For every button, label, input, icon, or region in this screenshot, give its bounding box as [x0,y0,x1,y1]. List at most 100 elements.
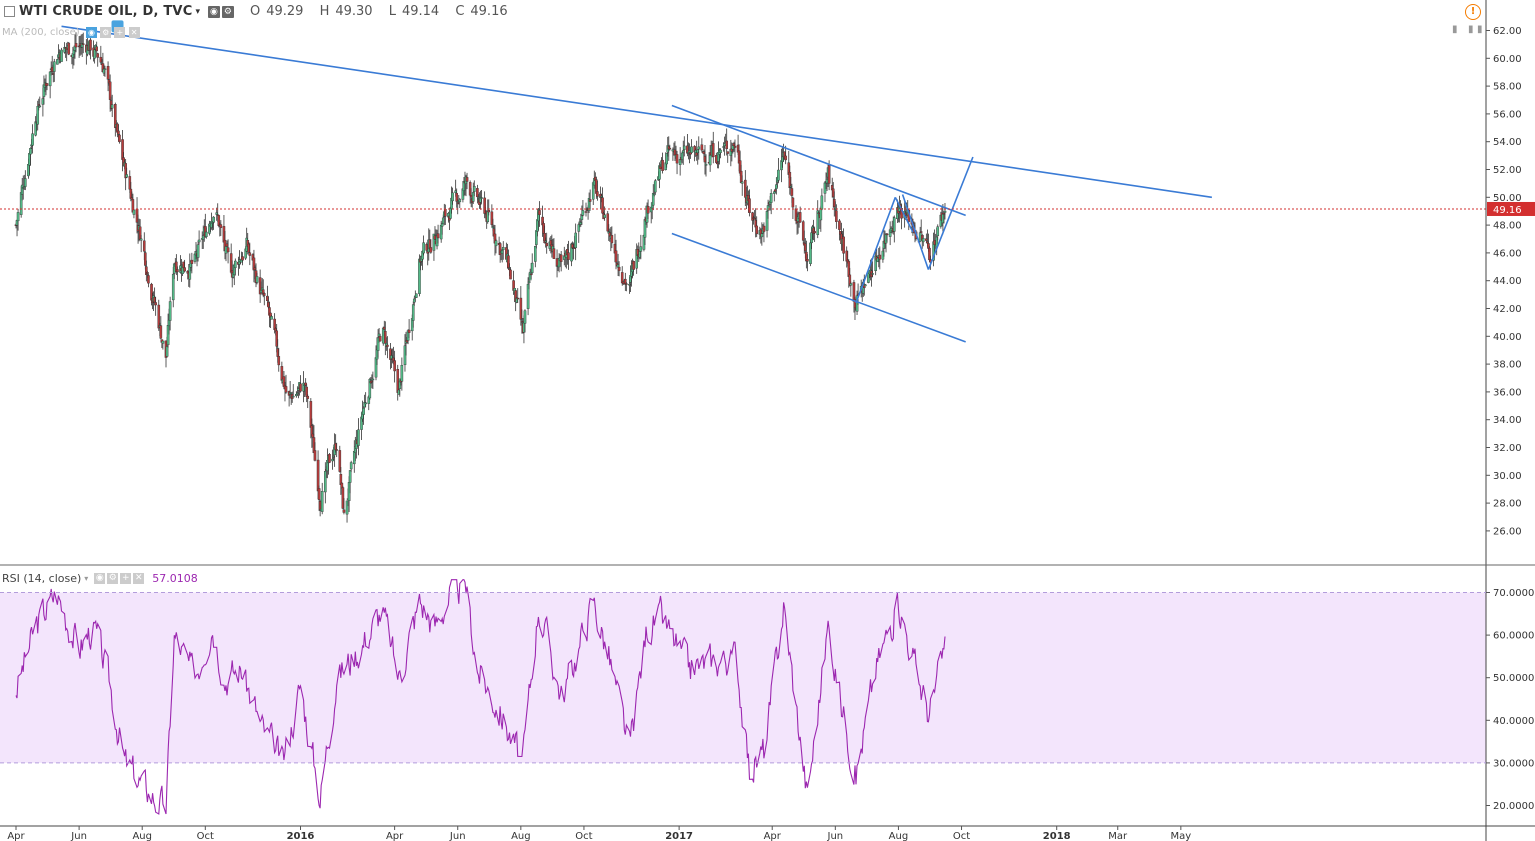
pane-move-up-icon[interactable]: ▮ [1468,24,1474,35]
last-price-label: 49.16 [1493,205,1522,216]
settings-icon[interactable]: ⚙ [221,5,234,18]
candle-down [567,252,570,260]
candle-up [654,180,657,193]
candle-down [335,449,338,451]
time-tick-label: Aug [132,831,152,841]
candle-down [145,266,148,275]
candle-up [943,210,947,213]
ma-close-icon[interactable]: ✕ [128,27,140,38]
rsi-tick-label: 60.0000 [1493,631,1534,642]
candle-down [661,159,664,171]
price-tick-label: 36.00 [1493,387,1522,398]
candle-down [835,210,838,222]
candle-down [386,344,389,347]
candle-down [74,43,78,48]
candle-up [171,273,175,301]
trendline-2[interactable] [671,104,966,217]
pane-move-down-icon[interactable]: ▮ [1477,24,1483,35]
time-tick-label: 2018 [1043,831,1071,841]
price-tick-label: 40.00 [1493,332,1522,343]
price-tick-label: 54.00 [1493,137,1522,148]
candle-up [658,165,661,180]
rsi-tick-label: 20.0000 [1493,801,1534,812]
eye-icon[interactable]: ◉ [207,5,220,18]
candle-down [842,236,845,254]
candle-down [885,233,889,236]
trendline-1[interactable] [61,25,1212,199]
candle-up [205,231,208,237]
rsi-eye-icon[interactable]: ◉ [94,573,106,584]
candle-up [168,301,172,321]
rsi-axis[interactable]: 70.0000 60.0000 50.0000 40.0000 30.0000 20.00… [1486,588,1534,812]
pane-maximize-icon[interactable]: ▮ [1452,24,1458,35]
price-tick-label: 62.00 [1493,26,1522,37]
candle-up [255,276,259,283]
low-value: 49.14 [401,4,440,19]
candle-down [798,212,802,223]
candle-down [108,81,112,100]
trendline-4[interactable] [855,197,897,304]
candle-down [299,383,302,392]
candle-up [690,146,693,153]
ma-settings-icon[interactable]: ⚙ [100,27,112,38]
warning-icon[interactable]: ! [1465,4,1481,20]
candle-up [921,238,925,243]
candle-up [526,283,530,309]
candle-up [777,169,780,181]
ma-indicator-label[interactable]: MA (200, close) [2,27,80,38]
candle-down [711,143,715,158]
symbol-title[interactable]: WTI CRUDE OIL, D, TVC [19,4,193,19]
candle-down [275,330,278,347]
trendline-3[interactable] [671,232,966,343]
rsi-add-icon[interactable]: + [120,573,132,584]
low-label: L [388,4,396,19]
candle-up [577,224,581,232]
close-label: C [455,4,465,19]
candle-up [197,239,201,243]
rsi-dropdown-icon[interactable]: ▾ [84,574,89,583]
candle-up [665,153,669,165]
candle-up [766,205,770,211]
time-tick-label: 2017 [665,831,693,841]
candle-down [444,209,447,217]
time-axis[interactable]: Apr Jun Aug Oct 2016 Apr Jun Aug Oct 2017 Apr Jun Au… [7,826,1191,841]
trendlines[interactable] [61,20,1212,343]
candle-up [24,178,27,187]
candle-up [418,258,421,294]
trendline-7[interactable] [927,156,974,270]
collapse-toggle-icon[interactable] [4,6,15,17]
ma-eye-icon[interactable]: ◉ [86,27,97,38]
rsi-tick-label: 30.0000 [1493,758,1534,769]
candle-up [740,181,744,184]
candle-down [632,261,635,270]
price-axis[interactable]: 62.00 60.00 58.00 56.00 54.00 52.00 50.00 48.00… [1486,26,1522,537]
candle-up [422,242,425,254]
candles [14,32,947,523]
candle-down [733,145,737,148]
candle-up [364,402,367,405]
rsi-tick-label: 70.0000 [1493,588,1534,599]
symbol-dropdown-icon[interactable]: ▾ [195,6,200,17]
candle-up [324,471,327,493]
price-tick-label: 56.00 [1493,109,1522,120]
candle-down [81,43,85,45]
trendline-6[interactable] [901,194,930,270]
price-tick-label: 30.00 [1493,471,1522,482]
candle-down [142,240,146,252]
candle-up [103,68,107,70]
rsi-label[interactable]: RSI (14, close) [2,572,82,585]
candle-down [306,395,310,399]
candle-down [284,386,288,393]
candle-down [507,255,510,268]
open-label: O [249,4,261,19]
candle-up [534,246,537,262]
candle-down [878,254,882,260]
rsi-close-icon[interactable]: ✕ [133,573,145,584]
trendline-5[interactable] [894,196,914,233]
candle-up [472,186,476,192]
candle-up [345,500,349,515]
candle-up [719,149,722,153]
rsi-settings-icon[interactable]: ⚙ [107,573,119,584]
ma-add-icon[interactable]: + [114,27,126,38]
